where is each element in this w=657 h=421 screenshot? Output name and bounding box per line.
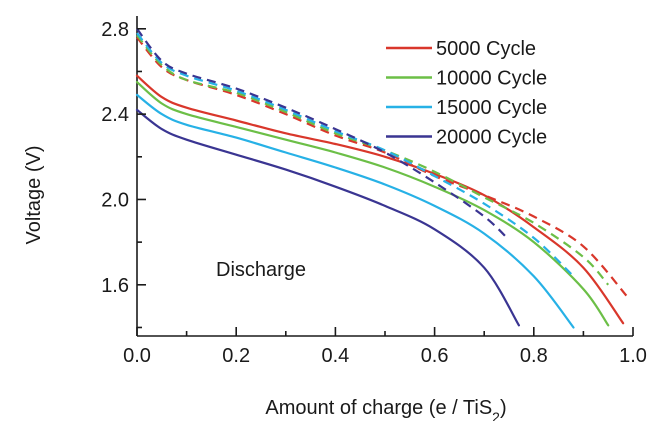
legend-label: 10000 Cycle [436, 68, 547, 90]
x-tick-label: 0.8 [520, 345, 548, 367]
series-20000-cycle-discharge-line [135, 108, 520, 327]
axes [136, 16, 633, 337]
x-axis-label: Amount of charge (e / TiS2) [265, 397, 506, 421]
legend-label: 20000 Cycle [436, 127, 547, 149]
x-axis-label-main: Amount of charge (e / TiS [265, 397, 492, 419]
x-axis-label-close: ) [500, 397, 507, 419]
y-tick-label: 2.8 [101, 19, 129, 41]
y-tick-label: 2.0 [101, 189, 129, 211]
legend-label: 15000 Cycle [436, 97, 547, 119]
series-15000-cycle-charge-line [136, 32, 575, 278]
discharge-annotation: Discharge [216, 259, 306, 281]
x-axis-label-subscript: 2 [492, 409, 500, 421]
x-tick-label: 0.6 [421, 345, 449, 367]
legend-label: 5000 Cycle [436, 38, 536, 60]
y-axis-label: Voltage (V) [23, 146, 45, 245]
y-tick-label: 1.6 [101, 275, 129, 297]
series-5000-cycle-discharge-line [135, 74, 625, 325]
series-10000-cycle-discharge-line [135, 81, 610, 327]
series-15000-cycle-discharge-line [135, 93, 575, 329]
x-tick-label: 0.4 [321, 345, 349, 367]
series-10000-cycle-charge-line [136, 34, 610, 286]
series-20000-cycle-charge-line [136, 28, 510, 241]
ticks: 0.0 0.2 0.4 0.6 0.8 1.0 1.6 2.0 2.4 2.8 [101, 19, 647, 367]
y-tick-label: 2.4 [101, 104, 129, 126]
legend: 5000 Cycle 10000 Cycle 15000 Cycle 20000 Cy… [386, 38, 547, 149]
curves [135, 28, 629, 329]
x-tick-label: 1.0 [619, 345, 647, 367]
x-tick-label: 0.2 [222, 345, 250, 367]
x-tick-label: 0.0 [123, 345, 151, 367]
